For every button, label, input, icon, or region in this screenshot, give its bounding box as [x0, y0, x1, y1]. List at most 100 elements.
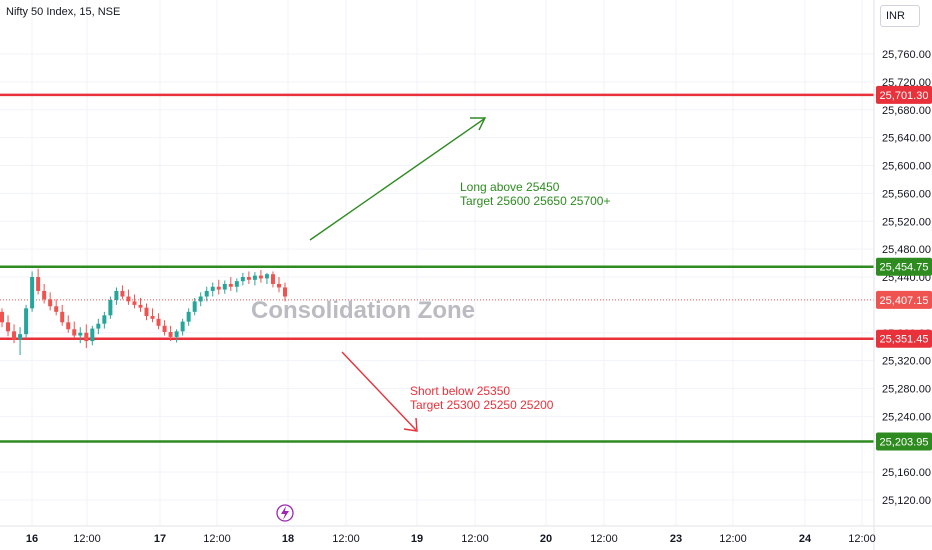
level-price-label: 25,701.30 — [880, 90, 929, 102]
candle-body — [66, 322, 71, 330]
drawings — [309, 117, 487, 432]
x-tick-label: 12:00 — [848, 533, 876, 545]
candle-body — [192, 301, 197, 312]
candle-body — [222, 283, 227, 290]
candle-body — [168, 332, 173, 337]
candle-body — [270, 274, 275, 284]
y-tick-label: 25,160.00 — [882, 467, 931, 479]
time-axis[interactable]: 16 12:00 17 12:00 18 12:00 19 12:00 20 12:00 23 12:… — [0, 525, 932, 545]
candle-body — [48, 299, 53, 307]
candle-body — [84, 332, 89, 342]
y-tick-label: 25,560.00 — [882, 188, 931, 200]
y-tick-label: 25,680.00 — [882, 105, 931, 117]
x-tick-label: 12:00 — [332, 533, 360, 545]
short-annotation-line1: Short below 25350 — [410, 384, 510, 398]
level-price-tag — [876, 85, 932, 104]
x-tick-label: 12:00 — [461, 533, 489, 545]
candle-body — [96, 323, 101, 329]
zone-label: Consolidation Zone — [251, 297, 475, 324]
y-tick-label: 25,120.00 — [882, 495, 931, 507]
level-price-label: 25,203.95 — [880, 436, 929, 448]
long-arrow-head — [470, 117, 487, 131]
x-tick-label: 17 — [154, 533, 166, 545]
candle-body — [36, 277, 41, 291]
short-annotation-line2: Target 25300 25250 25200 — [410, 398, 554, 412]
candle-body — [162, 325, 167, 333]
x-tick-label: 12:00 — [719, 533, 747, 545]
candle-body — [252, 275, 257, 280]
candle-body — [24, 308, 29, 335]
candle-body — [228, 283, 233, 287]
candle-body — [180, 321, 185, 332]
symbol-title: Nifty 50 Index, 15, NSE — [6, 6, 121, 18]
candle-body — [186, 311, 191, 322]
long-arrow-line — [309, 118, 485, 241]
short-arrow-line — [341, 351, 417, 431]
candle-body — [72, 329, 77, 336]
candle-body — [30, 277, 35, 309]
x-tick-label: 12:00 — [590, 533, 618, 545]
candle-body — [12, 331, 17, 340]
candle-body — [234, 281, 239, 287]
candle-body — [264, 274, 269, 279]
level-price-tag — [876, 329, 932, 348]
y-tick-label: 25,320.00 — [882, 356, 931, 368]
candle-body — [210, 286, 215, 291]
candle-body — [6, 322, 11, 332]
level-price-label: 25,407.15 — [880, 295, 929, 307]
candles — [0, 268, 287, 356]
x-tick-label: 18 — [282, 533, 294, 545]
x-tick-label: 12:00 — [203, 533, 231, 545]
candle-body — [120, 290, 125, 297]
price-axis[interactable]: 25,760.00 25,720.00 25,680.00 25,640.00 25,6… — [873, 0, 932, 550]
candle-body — [102, 315, 107, 324]
candle-body — [90, 328, 95, 342]
candle-body — [240, 277, 245, 282]
horizontal-levels — [0, 93, 874, 443]
candle-body — [0, 311, 4, 323]
lightning-icon[interactable] — [276, 504, 294, 522]
candle-body — [42, 290, 47, 300]
short-arrow-head — [403, 417, 418, 432]
candle-body — [108, 299, 113, 316]
y-tick-label: 25,640.00 — [882, 133, 931, 145]
candle-body — [204, 290, 209, 297]
y-tick-label: 25,760.00 — [882, 49, 931, 61]
candle-body — [114, 290, 119, 300]
long-annotation-line2: Target 25600 25650 25700+ — [460, 194, 610, 208]
candle-body — [283, 287, 287, 297]
candle-body — [54, 306, 59, 312]
y-tick-label: 25,520.00 — [882, 216, 931, 228]
candle-body — [258, 275, 263, 279]
x-tick-label: 24 — [799, 533, 812, 545]
candle-body — [216, 286, 221, 290]
level-price-label: 25,454.75 — [880, 262, 929, 274]
y-tick-label: 25,600.00 — [882, 161, 931, 173]
x-tick-label: 23 — [670, 533, 682, 545]
candle-body — [78, 332, 83, 336]
currency-button[interactable]: INR — [880, 5, 920, 27]
long-annotation-line1: Long above 25450 — [460, 180, 560, 194]
candle-body — [150, 316, 155, 319]
y-tick-label: 25,240.00 — [882, 411, 931, 423]
candle-body — [60, 311, 65, 323]
candle-body — [156, 318, 161, 326]
level-price-tag — [876, 257, 932, 276]
candle-body — [276, 283, 281, 288]
grid-lines — [0, 0, 874, 526]
candle-body — [144, 307, 149, 317]
x-tick-label: 12:00 — [73, 533, 101, 545]
candle-body — [126, 296, 131, 302]
y-tick-label: 25,480.00 — [882, 244, 931, 256]
x-tick-label: 20 — [540, 533, 552, 545]
candle-body — [246, 277, 251, 280]
level-price-tag — [876, 290, 932, 309]
y-tick-label: 25,280.00 — [882, 384, 931, 396]
x-tick-label: 16 — [26, 533, 38, 545]
x-tick-label: 19 — [411, 533, 423, 545]
candle-body — [132, 301, 137, 305]
candle-body — [198, 296, 203, 302]
candle-body — [174, 331, 179, 337]
